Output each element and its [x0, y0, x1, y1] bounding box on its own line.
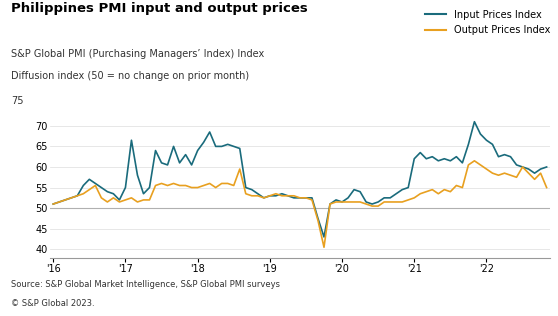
- Text: Source: S&P Global Market Intelligence, S&P Global PMI surveys: Source: S&P Global Market Intelligence, …: [11, 280, 280, 289]
- Text: Philippines PMI input and output prices: Philippines PMI input and output prices: [11, 2, 308, 15]
- Text: Diffusion index (50 = no change on prior month): Diffusion index (50 = no change on prior…: [11, 71, 249, 81]
- Legend: Input Prices Index, Output Prices Index: Input Prices Index, Output Prices Index: [425, 9, 550, 35]
- Text: S&P Global PMI (Purchasing Managers’ Index) Index: S&P Global PMI (Purchasing Managers’ Ind…: [11, 49, 264, 59]
- Text: 75: 75: [11, 96, 23, 106]
- Text: © S&P Global 2023.: © S&P Global 2023.: [11, 299, 95, 307]
